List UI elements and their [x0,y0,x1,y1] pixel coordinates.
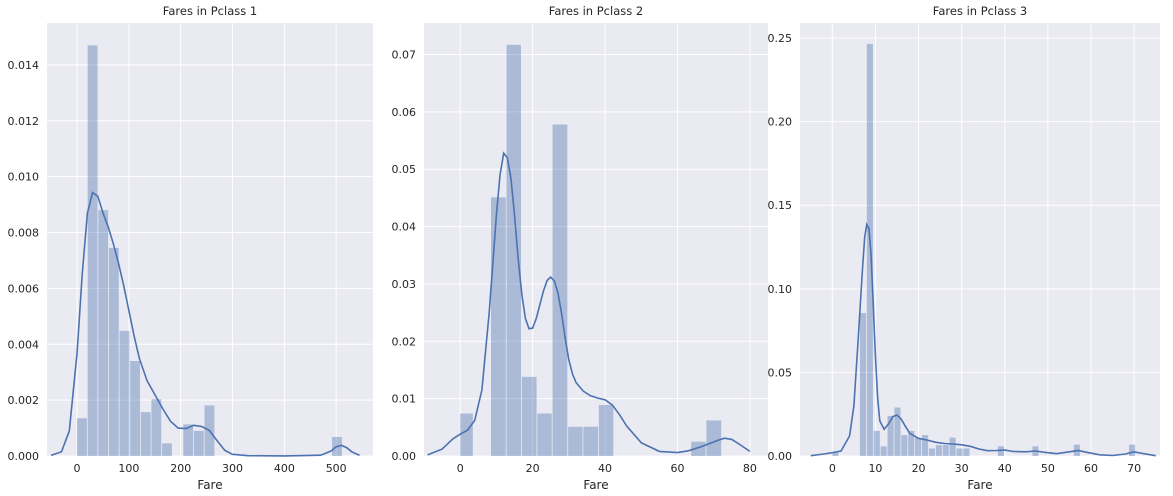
histogram-bar [859,313,867,456]
y-tick-label: 0.01 [392,393,417,406]
chart-panel-2: 0 20 40 60 80 0.00 0.01 0.02 0.03 0.04 0.05 0.06 0.0… [392,4,768,492]
histogram-bar [583,426,599,456]
y-tick-label: 0.15 [768,199,793,212]
histogram-bar [490,197,506,456]
histogram-bar [140,412,151,456]
y-tick-label: 0.012 [8,115,40,128]
histogram-bar [922,435,929,456]
histogram-bar [598,404,614,456]
histogram-bar [880,446,887,456]
histogram-bar [894,407,901,456]
x-tick-label: 200 [170,462,191,475]
histogram-bar [98,210,109,456]
chart-title: Fares in Pclass 2 [549,4,643,18]
histogram-bar [108,247,119,456]
histogram-bar [915,437,922,456]
histogram-bar [568,426,583,456]
y-tick-label: 0.05 [392,163,417,176]
histogram-bar [77,418,87,456]
x-tick-label: 0 [829,462,836,475]
y-tick-label: 0.00 [768,450,793,463]
y-tick-label: 0.008 [8,227,40,240]
histogram-bar [552,124,568,456]
x-tick-label: 70 [1127,462,1141,475]
chart-title: Fares in Pclass 3 [933,4,1027,18]
kde-line [50,191,360,457]
histogram-bar [935,445,942,456]
y-tick-label: 0.07 [392,49,417,62]
chart-title: Fares in Pclass 1 [163,4,257,18]
x-tick-label: 0 [74,462,81,475]
x-tick-label: 60 [670,462,684,475]
histogram-bar [151,399,162,456]
kde-line [810,222,1156,457]
histogram-bar [873,430,880,456]
y-tick-label: 0.06 [392,106,417,119]
x-tick-label: 10 [868,462,882,475]
y-tick-label: 0.010 [8,171,40,184]
y-tick-label: 0.004 [8,338,40,351]
x-tick-label: 0 [457,462,464,475]
x-tick-label: 80 [743,462,757,475]
histogram-bar [183,424,194,456]
plot-area [424,23,768,456]
y-tick-label: 0.05 [768,366,793,379]
plot-area [800,23,1160,456]
histogram-bar [119,330,130,456]
chart-panel-3: 0 10 20 30 40 50 60 70 0.00 0.05 0.10 0.15 0.20 0.25 F… [768,4,1160,492]
y-tick-label: 0.02 [392,335,417,348]
y-tick-label: 0.25 [768,32,793,45]
y-tick-label: 0.006 [8,282,40,295]
x-tick-label: 50 [1041,462,1055,475]
x-tick-label: 500 [326,462,347,475]
histogram-bar [460,413,473,456]
y-tick-label: 0.04 [392,221,417,234]
x-tick-label: 40 [998,462,1012,475]
y-tick-label: 0.10 [768,283,793,296]
y-tick-label: 0.03 [392,278,417,291]
x-tick-label: 20 [912,462,926,475]
histogram-bar [942,445,949,456]
x-tick-label: 400 [274,462,295,475]
histogram-bar [908,430,915,456]
histogram-bar [928,448,936,456]
histogram-bar [1128,444,1136,456]
histogram-bar [706,420,722,456]
x-axis-label: Fare [967,478,992,492]
x-axis-label: Fare [197,478,222,492]
histogram-bar [130,361,141,456]
x-tick-label: 100 [118,462,139,475]
histogram-bar [521,376,537,456]
histogram-bar [537,413,552,456]
y-tick-label: 0.014 [8,59,40,72]
histogram-bar [997,446,1004,456]
x-tick-label: 300 [222,462,243,475]
y-tick-label: 0.000 [8,450,40,463]
histogram-bar [506,44,521,457]
x-tick-label: 40 [598,462,612,475]
histogram-bar [832,452,839,456]
x-axis-label: Fare [583,478,608,492]
y-tick-label: 0.002 [8,394,40,407]
x-tick-label: 30 [955,462,969,475]
x-tick-label: 20 [526,462,540,475]
histogram-bar [901,435,908,456]
x-tick-label: 60 [1084,462,1098,475]
chart-panel-1: 0 100 200 300 400 500 0.000 0.002 0.004 0.006 0.00… [8,4,373,492]
histogram-bar [193,430,204,456]
kde-line [427,151,751,456]
plot-area [47,23,373,456]
histogram-bar [162,443,172,456]
histogram-bar [956,448,963,456]
y-tick-label: 0.00 [392,450,417,463]
histogram-bar [87,45,98,456]
histogram-bar [963,448,970,456]
histogram-bar [691,441,706,456]
histogram-bar [949,437,956,456]
y-tick-label: 0.20 [768,116,793,129]
histogram-bar [887,415,894,456]
